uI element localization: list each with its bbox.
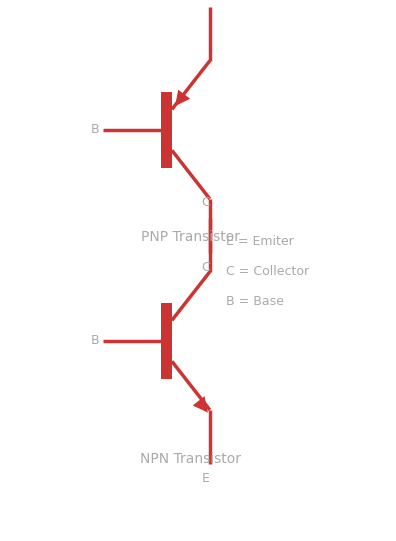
Text: E: E	[202, 472, 210, 485]
Polygon shape	[175, 90, 190, 106]
Text: C: C	[202, 261, 210, 274]
Text: NPN Transistor: NPN Transistor	[139, 452, 241, 466]
Text: C = Collector: C = Collector	[226, 265, 309, 278]
Text: PNP Transistor: PNP Transistor	[141, 230, 240, 244]
Text: B: B	[90, 334, 99, 347]
Text: C: C	[202, 196, 210, 209]
Text: B = Base: B = Base	[226, 295, 284, 308]
Text: E = Emiter: E = Emiter	[226, 235, 293, 248]
Bar	[161, 92, 172, 168]
Polygon shape	[193, 396, 208, 413]
Bar	[161, 303, 172, 379]
Text: B: B	[90, 123, 99, 136]
